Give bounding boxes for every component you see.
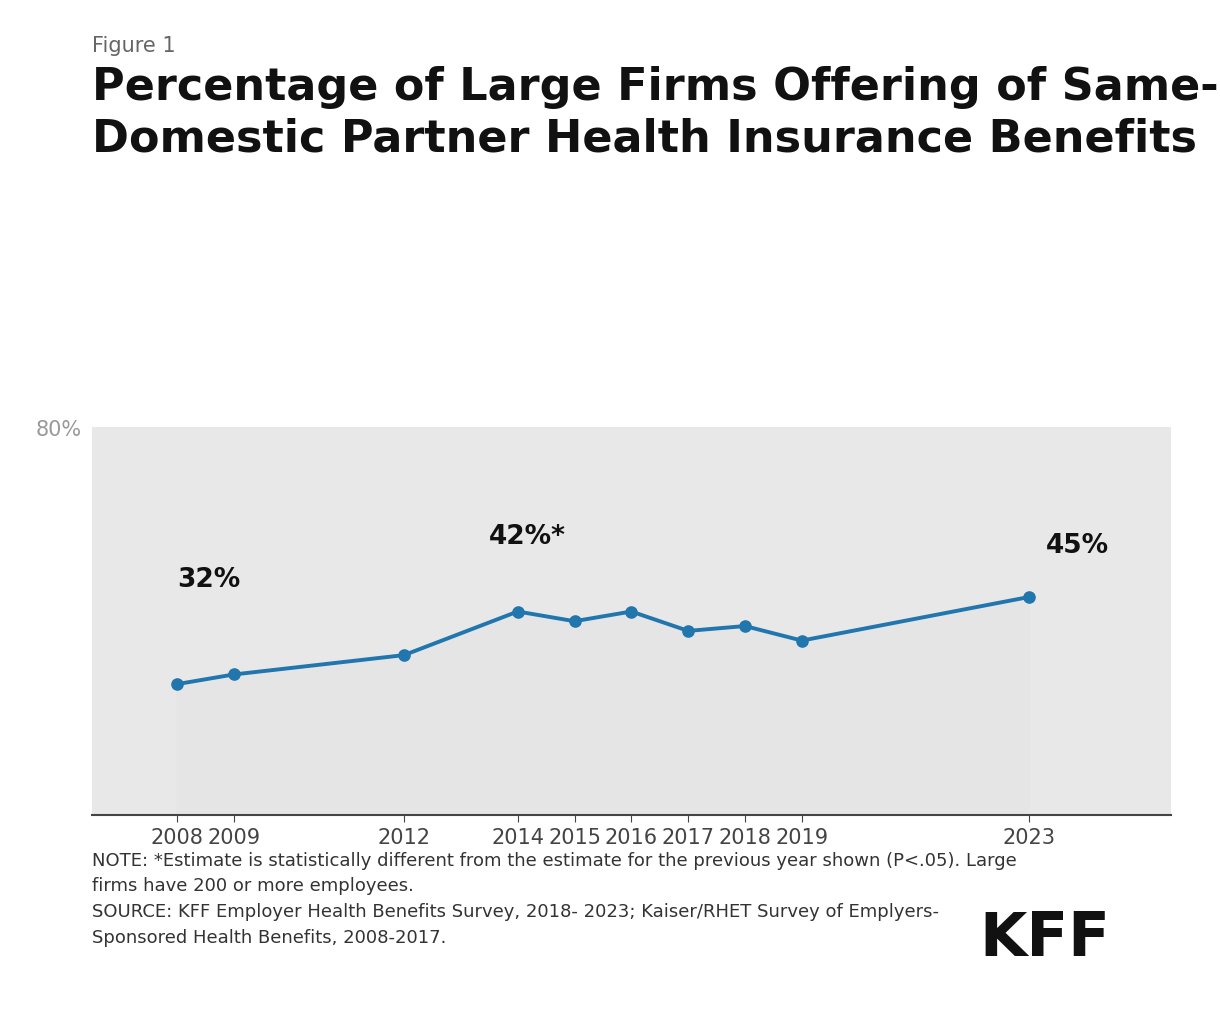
Point	[394, 647, 414, 663]
Text: 45%: 45%	[1047, 533, 1109, 558]
Point	[508, 603, 527, 620]
Text: Figure 1: Figure 1	[92, 36, 176, 56]
Point	[223, 666, 243, 683]
Text: KFF: KFF	[980, 909, 1110, 968]
Point	[678, 623, 698, 640]
Text: Percentage of Large Firms Offering of Same-Sex
Domestic Partner Health Insurance: Percentage of Large Firms Offering of Sa…	[92, 66, 1220, 161]
Point	[792, 633, 811, 649]
Point	[1020, 589, 1039, 605]
Point	[565, 613, 584, 630]
Text: 42%*: 42%*	[489, 523, 566, 549]
Text: NOTE: *Estimate is statistically different from the estimate for the previous ye: NOTE: *Estimate is statistically differe…	[92, 851, 1016, 946]
Text: 32%: 32%	[177, 567, 240, 592]
Point	[622, 603, 642, 620]
Point	[736, 619, 755, 635]
Point	[167, 677, 187, 693]
